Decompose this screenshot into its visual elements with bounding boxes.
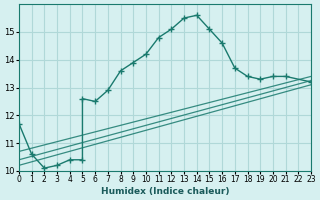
X-axis label: Humidex (Indice chaleur): Humidex (Indice chaleur) [101, 187, 229, 196]
